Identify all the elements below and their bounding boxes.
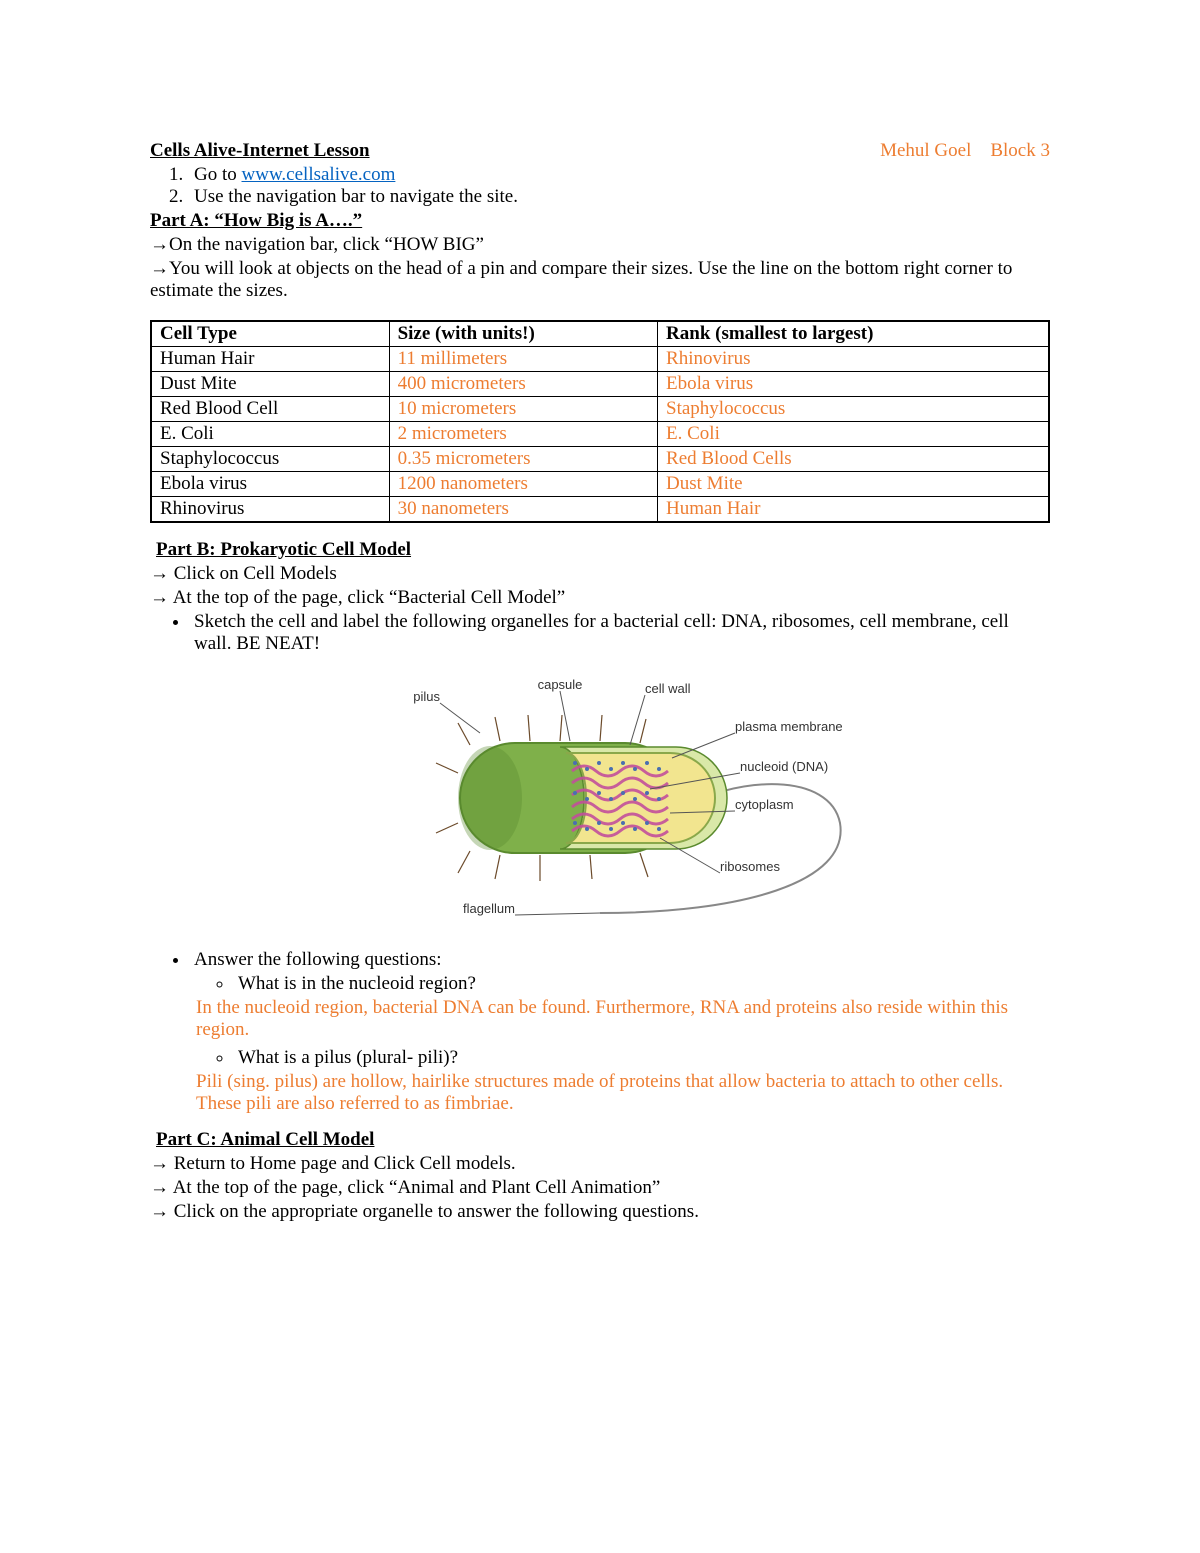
lesson-title: Cells Alive-Internet Lesson: [150, 140, 370, 162]
cell-type: Staphylococcus: [151, 447, 389, 472]
part-a-line-1: →On the navigation bar, click “HOW BIG”: [150, 234, 1050, 256]
table-row: Staphylococcus0.35 micrometersRed Blood …: [151, 447, 1049, 472]
cell-rank: Human Hair: [658, 497, 1049, 523]
cell-rank: Staphylococcus: [658, 397, 1049, 422]
part-b-line-2: → At the top of the page, click “Bacteri…: [150, 587, 1050, 609]
intro-step-1: Go to www.cellsalive.com: [188, 164, 1050, 186]
cell-type: Red Blood Cell: [151, 397, 389, 422]
table-row: Human Hair11 millimetersRhinovirus: [151, 347, 1049, 372]
table-header-row: Cell Type Size (with units!) Rank (small…: [151, 321, 1049, 347]
part-b-line-1: → Click on Cell Models: [150, 563, 1050, 585]
answer-2: Pili (sing. pilus) are hollow, hairlike …: [196, 1071, 1050, 1115]
cell-type: Dust Mite: [151, 372, 389, 397]
arrow-icon: →: [150, 234, 169, 256]
cell-size: 10 micrometers: [389, 397, 657, 422]
student-info: Mehul Goel Block 3: [880, 140, 1050, 162]
bacterial-cell-diagram: pilus capsule cell wall plasma membrane nucl…: [150, 663, 1050, 939]
cell-rank: Rhinovirus: [658, 347, 1049, 372]
sketch-bullet: Sketch the cell and label the following …: [190, 611, 1050, 655]
arrow-icon: →: [150, 258, 169, 280]
cell-size: 400 micrometers: [389, 372, 657, 397]
svg-text:cell wall: cell wall: [645, 681, 691, 696]
cell-rank: Ebola virus: [658, 372, 1049, 397]
cellsalive-link[interactable]: www.cellsalive.com: [242, 164, 396, 185]
part-c-line-3: → Click on the appropriate organelle to …: [150, 1201, 1050, 1223]
intro-steps: Go to www.cellsalive.com Use the navigat…: [188, 164, 1050, 208]
table-row: Red Blood Cell10 micrometersStaphylococc…: [151, 397, 1049, 422]
part-c-line-1-text: Return to Home page and Click Cell model…: [174, 1153, 516, 1174]
part-b-question-block: Answer the following questions: What is …: [190, 949, 1050, 1115]
table-row: Ebola virus1200 nanometersDust Mite: [151, 472, 1049, 497]
svg-text:flagellum: flagellum: [463, 901, 515, 916]
th-rank: Rank (smallest to largest): [658, 321, 1049, 347]
questions-intro-text: Answer the following questions:: [194, 949, 442, 970]
table-row: E. Coli2 micrometersE. Coli: [151, 422, 1049, 447]
block-label: Block 3: [990, 140, 1050, 161]
svg-text:capsule: capsule: [538, 677, 583, 692]
cell-type: Rhinovirus: [151, 497, 389, 523]
th-cell-type: Cell Type: [151, 321, 389, 347]
part-c-title: Part C: Animal Cell Model: [156, 1129, 1050, 1151]
svg-text:nucleoid (DNA): nucleoid (DNA): [740, 759, 828, 774]
intro-step-2: Use the navigation bar to navigate the s…: [188, 186, 1050, 208]
svg-text:ribosomes: ribosomes: [720, 859, 780, 874]
part-a-line-2-text: You will look at objects on the head of …: [150, 258, 1012, 301]
cell-size: 1200 nanometers: [389, 472, 657, 497]
question-2: What is a pilus (plural- pili)?: [234, 1047, 1050, 1069]
answer-1: In the nucleoid region, bacterial DNA ca…: [196, 997, 1050, 1041]
arrow-icon: →: [150, 1177, 169, 1199]
cell-size: 2 micrometers: [389, 422, 657, 447]
cell-size: 11 millimeters: [389, 347, 657, 372]
cell-size: 0.35 micrometers: [389, 447, 657, 472]
cell-rank: Dust Mite: [658, 472, 1049, 497]
arrow-icon: →: [150, 1153, 169, 1175]
th-size: Size (with units!): [389, 321, 657, 347]
part-c: Part C: Animal Cell Model → Return to Ho…: [150, 1129, 1050, 1223]
part-a-line-1-text: On the navigation bar, click “HOW BIG”: [169, 234, 484, 255]
part-c-line-2-text: At the top of the page, click “Animal an…: [173, 1177, 661, 1198]
cell-type: Ebola virus: [151, 472, 389, 497]
svg-text:plasma membrane: plasma membrane: [735, 719, 843, 734]
arrow-icon: →: [150, 1201, 169, 1223]
student-name: Mehul Goel: [880, 140, 971, 161]
questions-intro: Answer the following questions: What is …: [190, 949, 1050, 1115]
arrow-icon: →: [150, 563, 169, 585]
intro-step-1-text: Go to: [194, 164, 242, 185]
cell-type: E. Coli: [151, 422, 389, 447]
part-a-title: Part A: “How Big is A….”: [150, 210, 1050, 232]
part-a-line-2: →You will look at objects on the head of…: [150, 258, 1050, 302]
cell-type: Human Hair: [151, 347, 389, 372]
cell-rank: Red Blood Cells: [658, 447, 1049, 472]
header-row: Cells Alive-Internet Lesson Mehul Goel B…: [150, 140, 1050, 162]
part-b-title: Part B: Prokaryotic Cell Model: [156, 539, 1050, 561]
part-b-line-2-text: At the top of the page, click “Bacterial…: [173, 587, 566, 608]
part-b-bullets: Sketch the cell and label the following …: [190, 611, 1050, 655]
svg-text:cytoplasm: cytoplasm: [735, 797, 794, 812]
question-1: What is in the nucleoid region?: [234, 973, 1050, 995]
part-c-line-1: → Return to Home page and Click Cell mod…: [150, 1153, 1050, 1175]
part-c-line-2: → At the top of the page, click “Animal …: [150, 1177, 1050, 1199]
part-c-line-3-text: Click on the appropriate organelle to an…: [174, 1201, 699, 1222]
cell-svg: pilus capsule cell wall plasma membrane nucl…: [340, 663, 860, 933]
svg-text:pilus: pilus: [413, 689, 440, 704]
size-table: Cell Type Size (with units!) Rank (small…: [150, 320, 1050, 523]
part-b-line-1-text: Click on Cell Models: [174, 563, 337, 584]
arrow-icon: →: [150, 587, 169, 609]
page: Cells Alive-Internet Lesson Mehul Goel B…: [0, 0, 1200, 1553]
table-row: Rhinovirus30 nanometersHuman Hair: [151, 497, 1049, 523]
question-1-list: What is in the nucleoid region?: [234, 973, 1050, 995]
cell-rank: E. Coli: [658, 422, 1049, 447]
question-2-list: What is a pilus (plural- pili)?: [234, 1047, 1050, 1069]
cell-size: 30 nanometers: [389, 497, 657, 523]
table-row: Dust Mite400 micrometersEbola virus: [151, 372, 1049, 397]
part-b: Part B: Prokaryotic Cell Model → Click o…: [150, 539, 1050, 1115]
